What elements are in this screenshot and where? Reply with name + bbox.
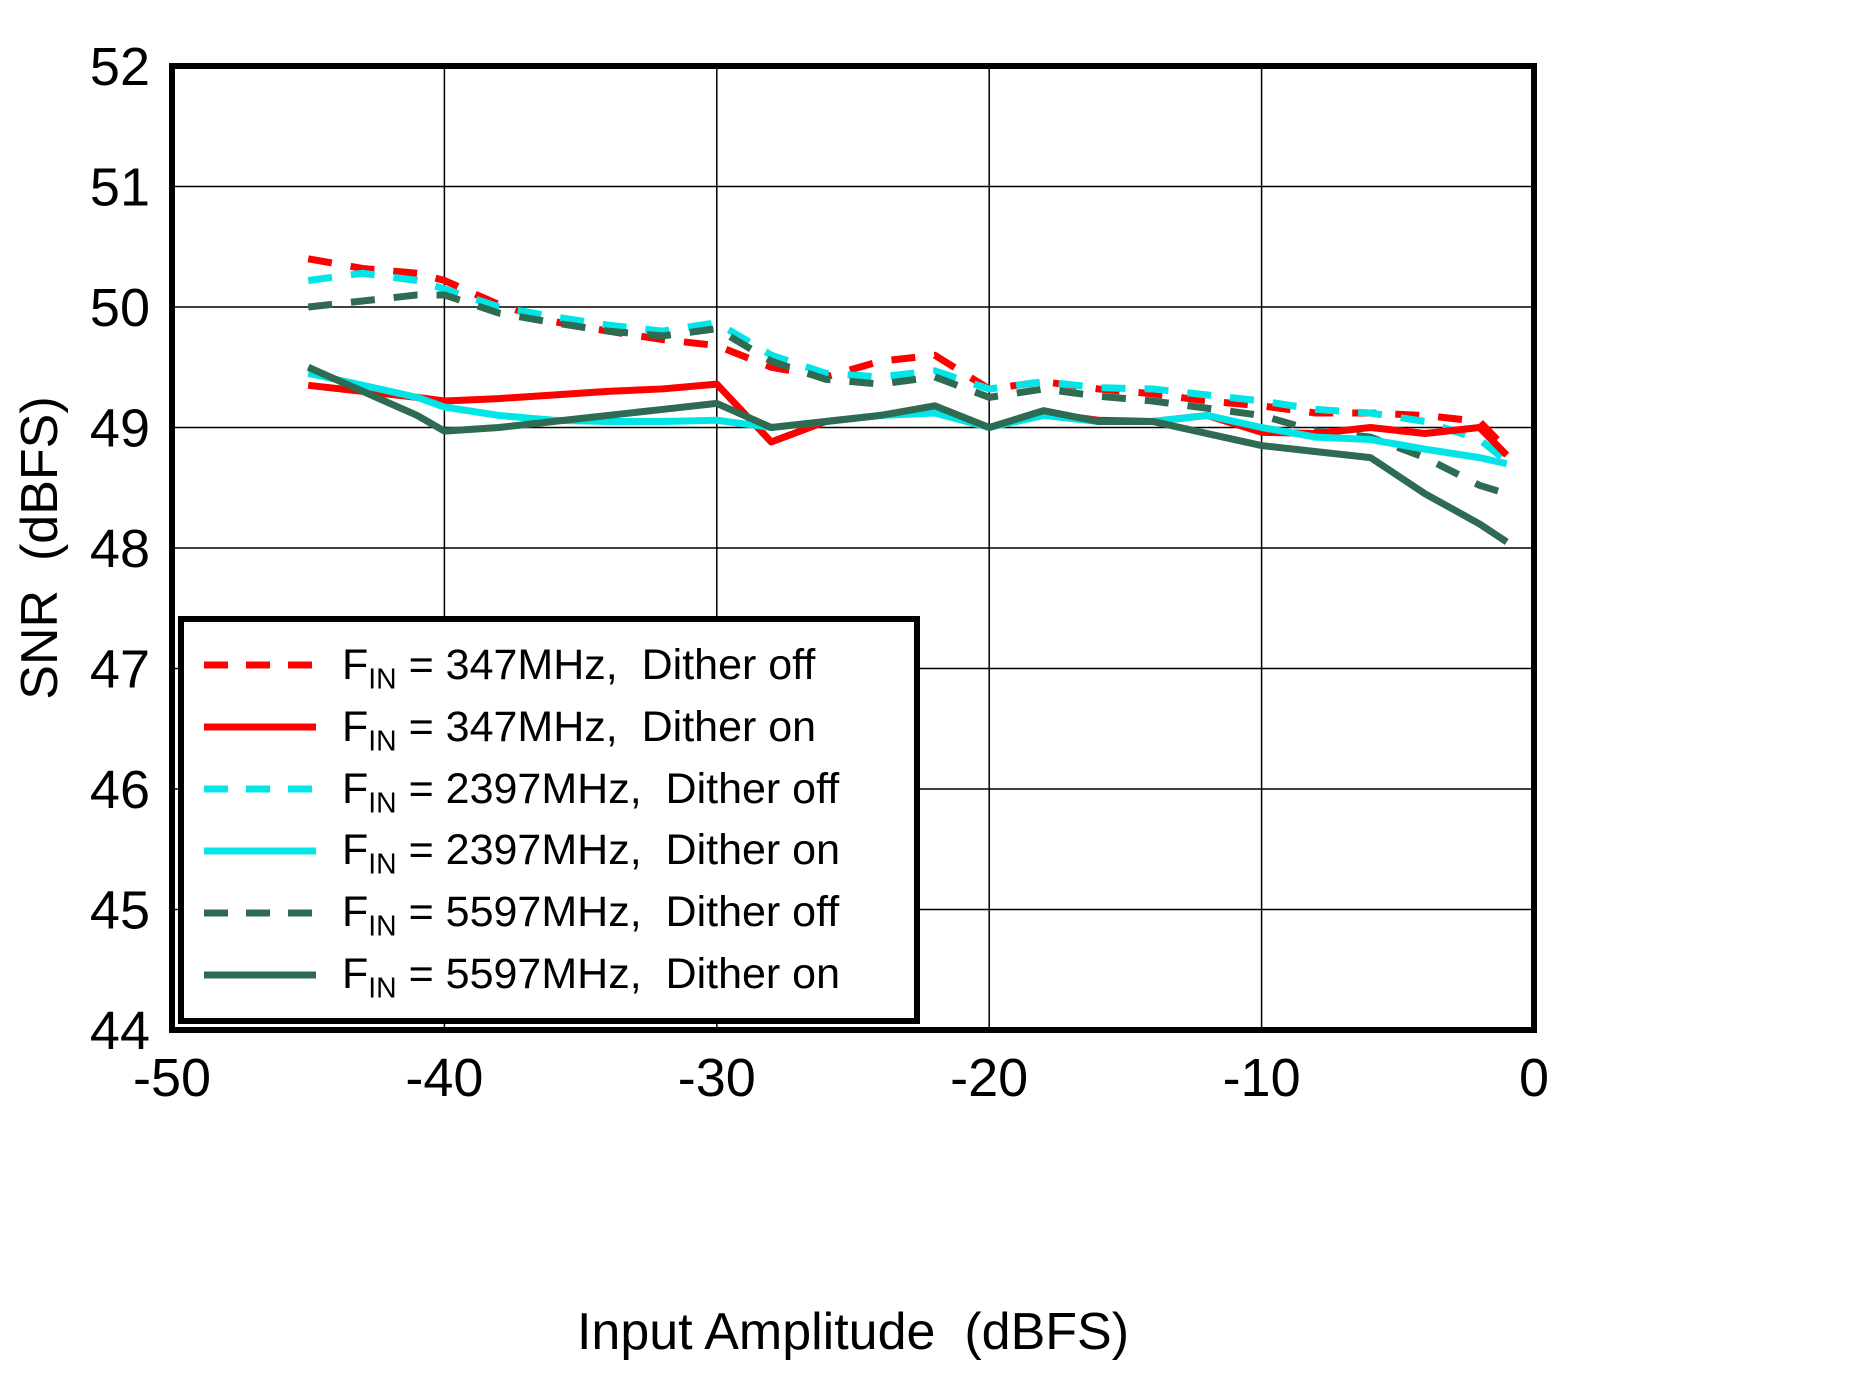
x-axis-title: Input Amplitude (dBFS) — [576, 1303, 1130, 1361]
legend-label: FIN = 5597MHz, Dither on — [342, 950, 841, 1005]
legend-box: FIN = 347MHz, Dither off FIN = 347MHz, Di… — [178, 616, 920, 1024]
y-tick-label: 49 — [90, 399, 150, 459]
y-tick-label: 50 — [90, 278, 150, 338]
legend-row-fin-5597mhz-dither-off: FIN = 5597MHz, Dither off — [204, 888, 906, 943]
x-tick-label: 0 — [1519, 1048, 1549, 1108]
x-tick-label: -10 — [1223, 1048, 1301, 1108]
legend-row-fin-5597mhz-dither-on: FIN = 5597MHz, Dither on — [204, 950, 906, 1005]
x-tick-label: -30 — [678, 1048, 756, 1108]
y-tick-label: 48 — [90, 519, 150, 579]
legend-row-fin-2397mhz-dither-on: FIN = 2397MHz, Dither on — [204, 826, 906, 881]
legend-label: FIN = 347MHz, Dither on — [342, 702, 817, 758]
legend-row-fin-347mhz-dither-on: FIN = 347MHz, Dither on — [204, 702, 906, 758]
legend-line-sample — [204, 971, 316, 979]
legend-label: FIN = 5597MHz, Dither off — [342, 888, 840, 943]
y-tick-label: 52 — [90, 37, 150, 97]
legend-line-sample — [204, 909, 316, 917]
series-line-fin-2397mhz-dither-off — [307, 269, 1509, 464]
series-line-fin-5597mhz-dither-off — [307, 291, 1508, 498]
legend-row-fin-2397mhz-dither-off: FIN = 2397MHz, Dither off — [204, 764, 906, 820]
legend-label: FIN = 2397MHz, Dither on — [342, 826, 841, 881]
y-tick-label: 46 — [90, 760, 150, 820]
y-tick-label: 47 — [90, 640, 150, 700]
plot-frame — [169, 63, 1537, 1033]
x-tick-label: -50 — [133, 1048, 211, 1108]
y-tick-label: 44 — [90, 1001, 150, 1061]
y-tick-label: 45 — [90, 881, 150, 941]
x-tick-label: -20 — [950, 1048, 1028, 1108]
legend-line-sample — [204, 785, 316, 793]
series-line-fin-5597mhz-dither-on — [306, 364, 1509, 545]
legend-label: FIN = 347MHz, Dither off — [342, 640, 816, 696]
legend-label: FIN = 2397MHz, Dither off — [342, 764, 840, 820]
y-tick-label: 51 — [90, 158, 150, 218]
series-line-fin-347mhz-dither-off — [307, 255, 1510, 452]
y-axis-title: SNR (dBFS) — [11, 396, 69, 700]
legend-line-sample — [204, 847, 316, 855]
series-line-fin-347mhz-dither-on — [307, 380, 1510, 458]
legend-row-fin-347mhz-dither-off: FIN = 347MHz, Dither off — [204, 640, 906, 696]
x-tick-label: -40 — [405, 1048, 483, 1108]
series-line-fin-2397mhz-dither-on — [307, 369, 1508, 468]
legend-line-sample — [204, 661, 316, 669]
legend-line-sample — [204, 723, 316, 731]
